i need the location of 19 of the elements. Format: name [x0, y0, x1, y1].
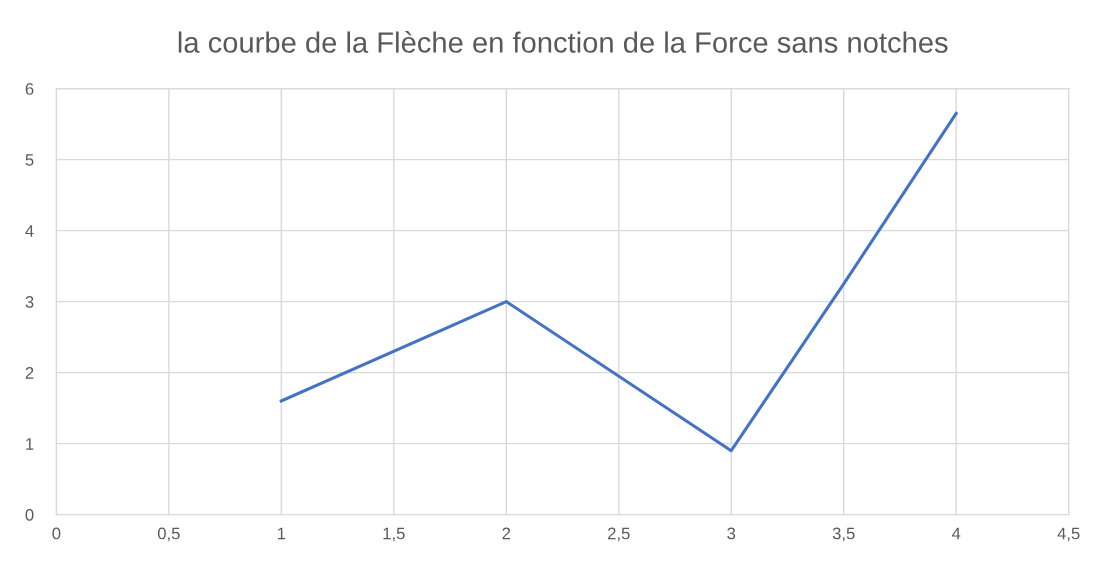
x-tick-label: 2,5 — [608, 527, 630, 542]
x-tick-label: 0,5 — [157, 527, 180, 542]
x-tick-label: 2 — [502, 527, 511, 540]
y-tick-label: 0 — [25, 508, 34, 521]
x-tick-label: 3 — [727, 527, 736, 540]
y-tick-label: 5 — [25, 154, 34, 166]
y-tick-label: 2 — [25, 366, 34, 379]
x-tick-label: 1 — [277, 527, 286, 540]
y-tick-label: 1 — [26, 438, 34, 450]
chart-title: la courbe de la Flèche en fonction de la Force sans notches — [178, 31, 948, 53]
y-tick-label: 3 — [25, 296, 34, 308]
x-tick-label: 4,5 — [1057, 527, 1080, 542]
x-tick-label: 1,5 — [383, 527, 405, 542]
x-tick-label: 4 — [951, 527, 961, 540]
y-tick-label: 4 — [25, 225, 34, 237]
x-tick-label: 0 — [52, 527, 61, 540]
line-series — [279, 111, 958, 453]
x-tick-label: 3,5 — [832, 527, 855, 542]
y-tick-label: 6 — [25, 83, 34, 95]
